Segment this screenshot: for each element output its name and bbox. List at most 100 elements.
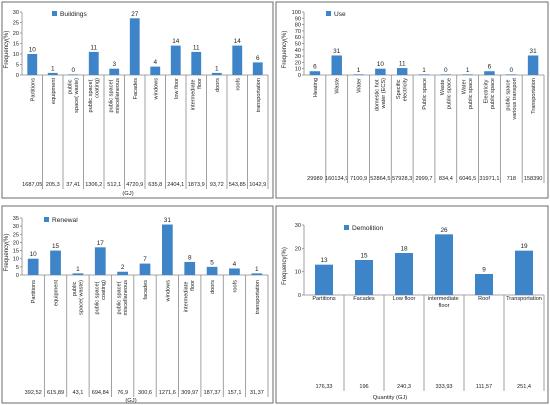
category-label: transportation: [256, 78, 262, 112]
quantity-label: 31,37: [250, 390, 264, 396]
legend-swatch: [52, 11, 57, 16]
bar: [109, 68, 120, 75]
data-label: 27: [131, 11, 139, 18]
y-tick-label: 10: [13, 257, 19, 263]
category-label: domestic hot water (ECS): [374, 78, 387, 111]
category-label: Transportation: [506, 296, 542, 302]
y-tick-label: 30: [13, 224, 19, 230]
bar: [435, 234, 453, 295]
bar: [229, 268, 240, 275]
y-tick-label: 20: [13, 240, 19, 246]
bar: [355, 260, 373, 295]
quantity-label: 111,57: [476, 384, 492, 390]
quantity-label: 160134,9: [325, 176, 348, 182]
y-tick-label: 20: [295, 60, 301, 66]
bar: [161, 224, 173, 275]
category-label: intermediate floor: [428, 296, 460, 309]
category-label: public space( coating): [94, 280, 107, 315]
quantity-label: 834,4: [439, 176, 453, 182]
bar: [88, 51, 99, 75]
quantity-label: 240,3: [397, 384, 411, 390]
data-label: 4: [153, 59, 157, 66]
quantity-label: 4720,9: [126, 182, 143, 188]
bar: [252, 62, 263, 75]
quantity-label: 6046,5: [459, 176, 476, 182]
quantity-label: 512,1: [107, 182, 121, 188]
bar: [515, 250, 533, 295]
bar: [50, 250, 61, 275]
data-label: 7: [143, 256, 147, 263]
quantity-label: 309,97: [181, 390, 198, 396]
bar: [47, 72, 58, 75]
y-tick-label: 70: [295, 29, 301, 35]
quantity-label: 615,89: [47, 390, 64, 396]
bar: [527, 55, 539, 75]
bar: [251, 273, 263, 275]
y-axis-title: Frequency(%): [282, 31, 288, 69]
y-tick-label: 0: [298, 73, 301, 79]
bar: [462, 74, 473, 75]
y-tick-label: 35: [13, 216, 19, 222]
y-axis-title: Frequency(%): [282, 247, 288, 285]
quantity-label: 1306,2: [85, 182, 102, 188]
quantity-label: 1873,9: [188, 182, 205, 188]
legend-label: Use: [334, 11, 346, 18]
category-label: intermediate floor: [190, 78, 203, 110]
bar: [395, 253, 413, 295]
panel-frame: [275, 1, 549, 199]
quantity-label: 31971,1: [479, 176, 499, 182]
data-label: 4: [233, 261, 237, 268]
data-label: 31: [530, 48, 538, 55]
quantity-label: 2404,1: [167, 182, 184, 188]
quantity-label: 1687,05: [22, 182, 42, 188]
bar: [506, 74, 517, 75]
category-label: public space( waste): [67, 78, 80, 113]
category-label: Roof: [478, 296, 490, 302]
data-label: 11: [90, 44, 97, 51]
data-label: 6: [256, 55, 260, 62]
category-label: Heating: [313, 78, 319, 97]
bar: [396, 68, 408, 75]
category-label: transportation: [255, 280, 261, 314]
y-tick-label: 0: [298, 293, 301, 299]
category-label: facades: [143, 280, 149, 300]
bar: [440, 74, 452, 75]
y-tick-label: 15: [13, 42, 19, 48]
y-tick-label: 5: [16, 265, 19, 271]
data-label: 14: [172, 38, 180, 45]
legend-label: Renewal: [52, 217, 78, 224]
y-tick-label: 5: [16, 63, 19, 69]
quantity-label: 196: [359, 384, 368, 390]
quantity-label: 57928,3: [392, 176, 412, 182]
data-label: 10: [29, 47, 37, 54]
chart-panel-2: 0102030405060708090100Frequency(%)Use6He…: [275, 1, 549, 199]
category-label: Low floor: [393, 296, 416, 302]
bar: [27, 258, 39, 275]
category-label: intermediate floor: [184, 280, 197, 312]
bar: [139, 263, 151, 275]
data-label: 13: [320, 257, 328, 264]
quantity-label: 718: [507, 176, 516, 182]
category-label: low floor: [174, 78, 180, 99]
data-label: 1: [76, 266, 80, 273]
y-tick-label: 60: [295, 35, 301, 41]
quantity-label: 300,6: [138, 390, 152, 396]
category-label: doors: [210, 280, 216, 294]
bar: [206, 266, 218, 275]
quantity-label: 635,8: [148, 182, 162, 188]
y-tick-label: 20: [295, 246, 301, 252]
quantity-label: 93,72: [210, 182, 224, 188]
bar: [68, 74, 79, 75]
quantity-label: 2999,7: [415, 176, 432, 182]
chart-panel-1: 051015202530Frequency(%)Buildings10Parti…: [1, 1, 274, 199]
category-label: Facades: [133, 78, 139, 100]
legend-label: Buildings: [60, 11, 87, 18]
data-label: 10: [377, 61, 385, 68]
quantity-label: 251,4: [517, 384, 531, 390]
quantity-label: 205,3: [46, 182, 60, 188]
quantity-label: 37,41: [66, 182, 80, 188]
y-tick-label: 0: [16, 73, 19, 79]
data-label: 9: [482, 267, 486, 274]
data-label: 0: [71, 67, 75, 74]
data-label: 26: [440, 227, 448, 234]
